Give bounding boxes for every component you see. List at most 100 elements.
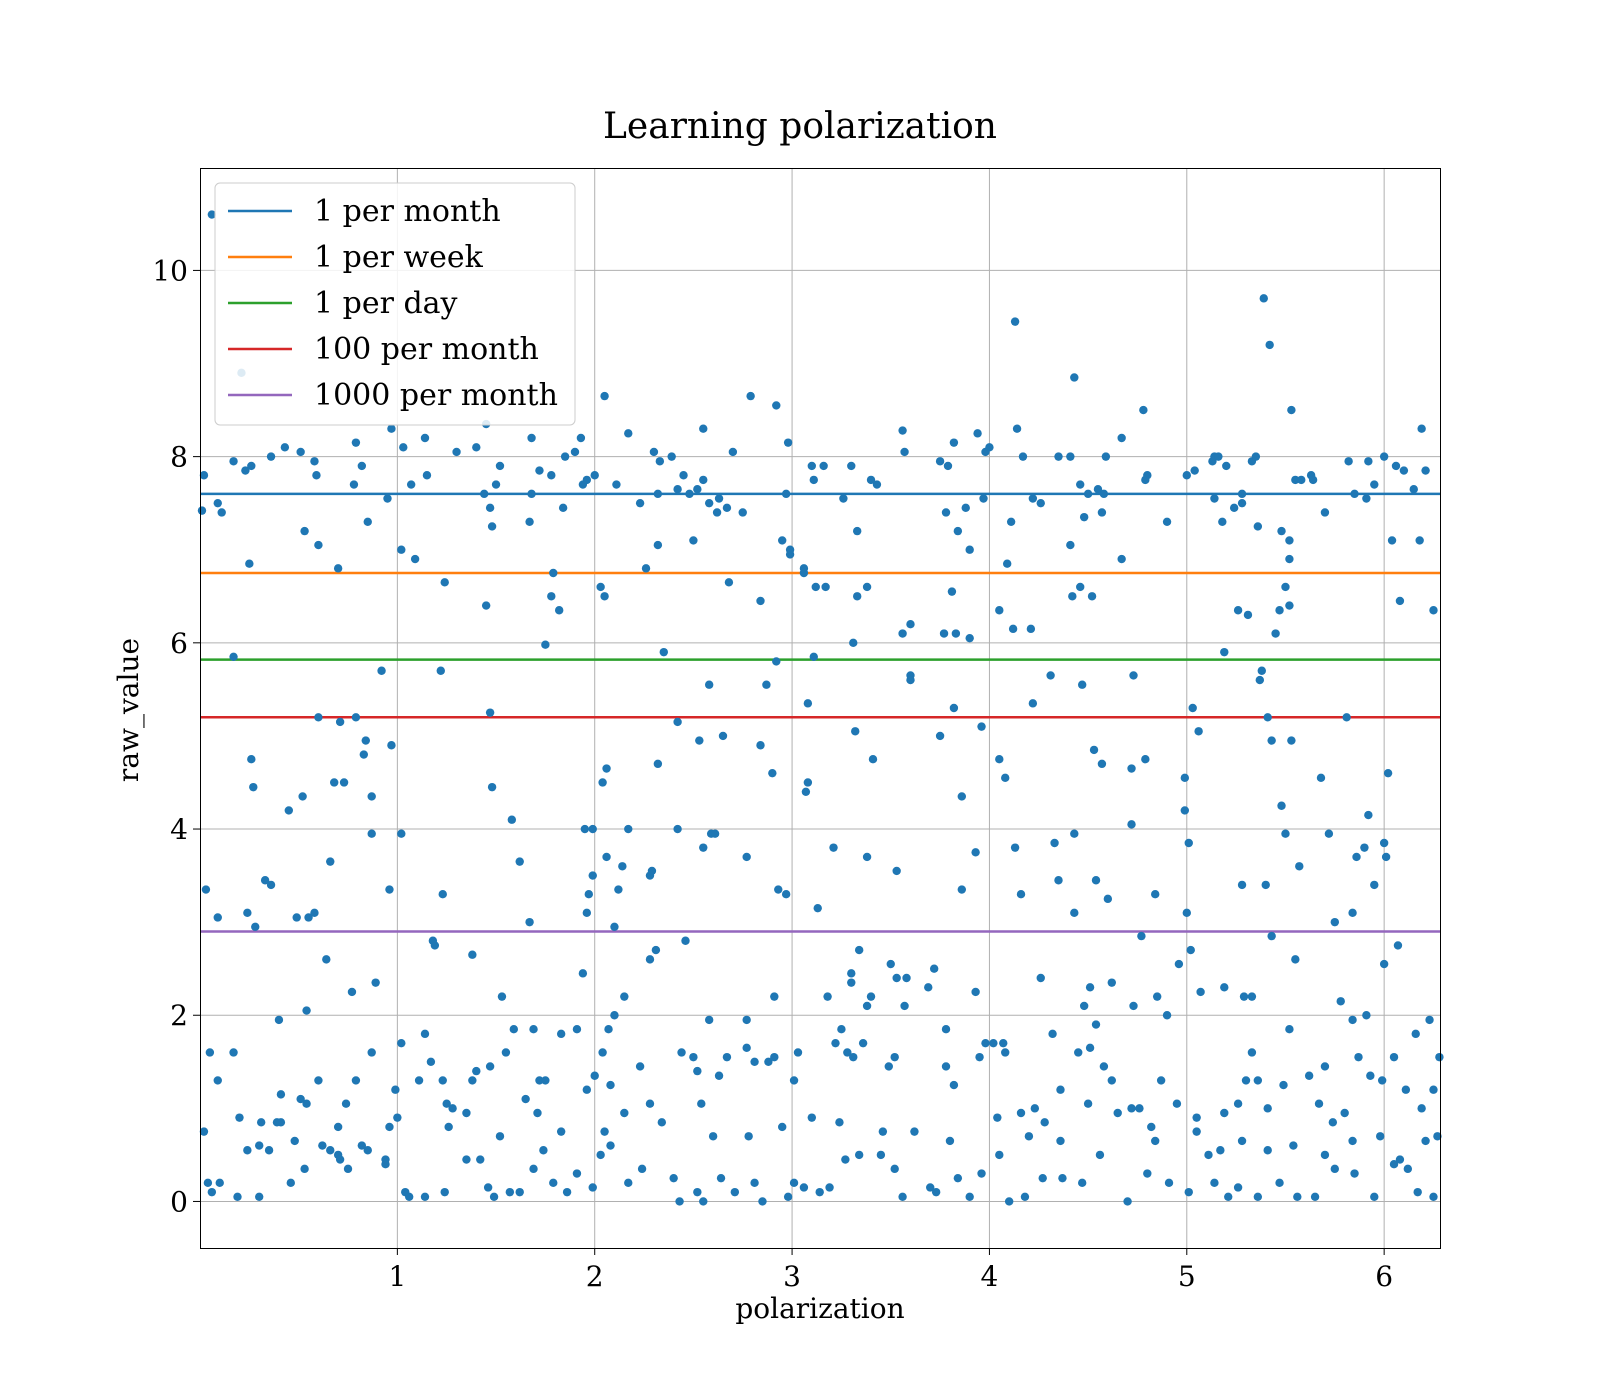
data-point	[699, 1197, 708, 1206]
data-point	[1172, 1099, 1182, 1108]
data-point	[675, 1197, 684, 1206]
data-point	[600, 391, 609, 401]
data-point	[637, 1164, 647, 1174]
data-point	[1006, 517, 1016, 526]
data-point	[935, 731, 945, 741]
data-point	[1028, 494, 1038, 503]
data-point	[1391, 461, 1401, 471]
data-point	[821, 582, 830, 592]
data-point	[1308, 475, 1318, 485]
data-point	[302, 1099, 311, 1108]
data-point	[247, 755, 256, 764]
data-point	[898, 629, 907, 638]
data-point	[1016, 1108, 1026, 1118]
data-point	[1028, 699, 1038, 708]
data-point	[645, 1099, 655, 1108]
data-point	[953, 1173, 963, 1183]
data-point	[1083, 1099, 1093, 1108]
data-point	[286, 1178, 295, 1188]
data-point	[442, 1099, 451, 1108]
data-point	[1281, 829, 1290, 838]
data-point	[744, 1132, 753, 1141]
legend-label: 1 per day	[314, 286, 458, 321]
data-point	[1218, 517, 1227, 526]
data-point	[742, 1043, 751, 1053]
data-point	[292, 913, 301, 922]
data-point	[197, 506, 207, 515]
data-point	[1233, 1183, 1243, 1192]
data-point	[343, 1164, 353, 1174]
data-point	[1297, 475, 1306, 485]
y-axis-ticks: 0 2 4 6 8 10	[152, 254, 200, 1218]
data-point	[1070, 829, 1079, 838]
scatter-points	[197, 210, 1444, 1206]
data-point	[1267, 736, 1276, 745]
data-point	[957, 885, 967, 894]
data-point	[266, 452, 276, 461]
data-point	[847, 969, 856, 978]
data-point	[1279, 1080, 1288, 1090]
data-point	[1024, 1132, 1034, 1141]
data-point	[835, 1118, 844, 1127]
data-point	[255, 1141, 264, 1150]
data-point	[1330, 1164, 1340, 1174]
data-point	[527, 433, 536, 443]
data-point	[892, 973, 901, 983]
data-point	[1277, 801, 1286, 810]
data-point	[742, 852, 751, 862]
x-tick-label: 4	[981, 1260, 999, 1293]
data-point	[1370, 480, 1379, 489]
data-point	[995, 606, 1004, 615]
data-point	[387, 741, 396, 750]
data-point	[1403, 1164, 1413, 1174]
data-point	[999, 1038, 1008, 1048]
data-point	[1247, 1048, 1257, 1057]
data-point	[985, 443, 994, 452]
data-point	[704, 1015, 714, 1025]
data-point	[562, 1187, 572, 1197]
data-point	[349, 480, 359, 489]
data-point	[326, 1146, 335, 1155]
data-point	[560, 452, 570, 461]
data-point	[572, 1025, 582, 1034]
data-point	[314, 1076, 323, 1085]
data-point	[809, 652, 818, 661]
data-point	[333, 564, 343, 573]
data-point	[1001, 773, 1010, 783]
data-point	[815, 1187, 824, 1197]
data-point	[1413, 1187, 1422, 1197]
data-point	[1411, 1029, 1420, 1039]
data-point	[501, 1048, 511, 1057]
data-point	[215, 1178, 224, 1188]
data-point	[681, 936, 690, 945]
data-point	[1429, 1192, 1438, 1201]
data-point	[229, 652, 238, 661]
data-point	[570, 447, 580, 457]
data-point	[746, 391, 755, 401]
data-point	[1056, 1085, 1065, 1094]
data-point	[1362, 1011, 1371, 1020]
data-point	[1196, 987, 1205, 997]
data-point	[657, 1118, 667, 1127]
data-point	[866, 475, 876, 485]
reference-lines	[200, 492, 1440, 933]
data-point	[649, 447, 659, 457]
data-point	[357, 461, 367, 471]
data-point	[1079, 512, 1089, 522]
data-point	[213, 498, 222, 508]
data-point	[507, 815, 517, 824]
data-point	[420, 1029, 430, 1039]
data-point	[290, 1136, 299, 1146]
data-point	[799, 568, 809, 578]
data-point	[479, 489, 489, 499]
data-point	[965, 545, 974, 554]
data-point	[606, 1080, 615, 1090]
data-point	[756, 741, 765, 750]
data-point	[866, 992, 876, 1001]
x-axis-label: polarization	[735, 1292, 904, 1325]
data-point	[541, 640, 550, 649]
data-point	[819, 461, 828, 471]
data-point	[742, 1015, 751, 1025]
data-point	[1257, 666, 1266, 675]
data-point	[1233, 606, 1243, 615]
